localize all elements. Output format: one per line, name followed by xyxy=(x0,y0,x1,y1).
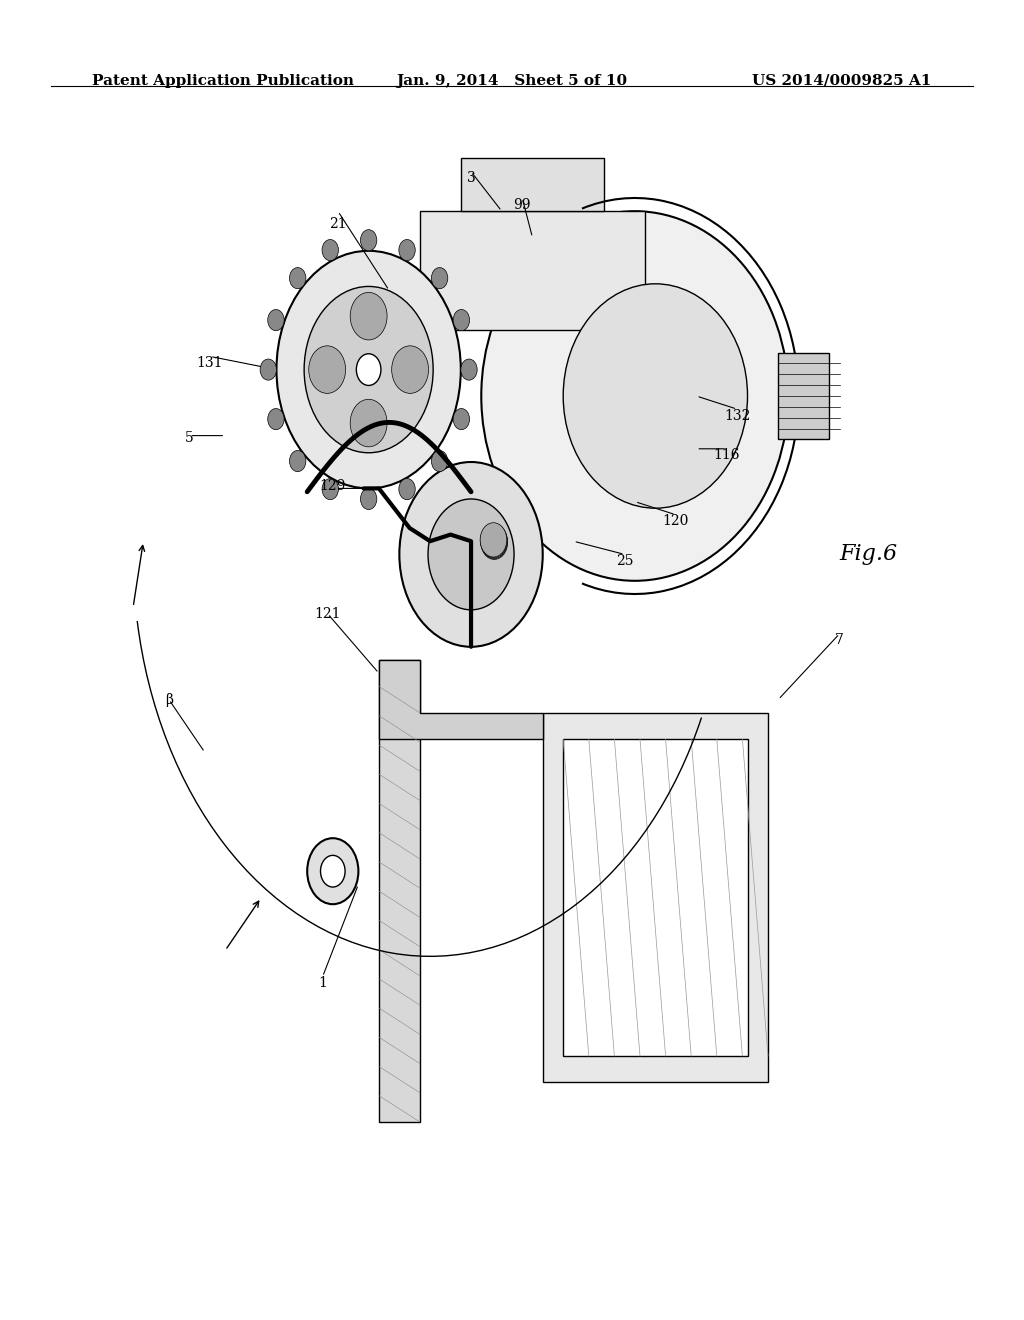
Circle shape xyxy=(399,462,543,647)
Text: 99: 99 xyxy=(513,198,531,211)
Bar xyxy=(461,158,604,211)
Text: US 2014/0009825 A1: US 2014/0009825 A1 xyxy=(753,74,932,88)
Circle shape xyxy=(309,346,346,393)
Circle shape xyxy=(431,268,447,289)
Circle shape xyxy=(322,479,338,500)
Circle shape xyxy=(321,855,345,887)
Circle shape xyxy=(399,239,416,260)
Circle shape xyxy=(290,268,306,289)
Circle shape xyxy=(428,499,514,610)
Circle shape xyxy=(276,251,461,488)
Circle shape xyxy=(454,309,470,330)
Bar xyxy=(379,660,420,1122)
Circle shape xyxy=(480,524,507,558)
Bar xyxy=(420,211,645,330)
Circle shape xyxy=(360,488,377,510)
Circle shape xyxy=(461,359,477,380)
Circle shape xyxy=(454,409,470,430)
Circle shape xyxy=(322,239,338,260)
Text: Jan. 9, 2014   Sheet 5 of 10: Jan. 9, 2014 Sheet 5 of 10 xyxy=(396,74,628,88)
Circle shape xyxy=(304,286,433,453)
Text: 120: 120 xyxy=(663,515,689,528)
Text: 25: 25 xyxy=(615,554,634,568)
Text: 3: 3 xyxy=(467,172,475,185)
Text: 116: 116 xyxy=(714,449,740,462)
Text: Patent Application Publication: Patent Application Publication xyxy=(92,74,354,88)
Circle shape xyxy=(350,400,387,446)
Text: 1: 1 xyxy=(318,977,327,990)
Circle shape xyxy=(307,838,358,904)
Text: 7: 7 xyxy=(836,634,844,647)
Circle shape xyxy=(267,309,284,330)
Text: 131: 131 xyxy=(197,356,223,370)
Text: 21: 21 xyxy=(329,218,347,231)
Circle shape xyxy=(480,523,507,557)
Circle shape xyxy=(360,230,377,251)
Ellipse shape xyxy=(481,211,788,581)
Text: 132: 132 xyxy=(724,409,751,422)
Text: 5: 5 xyxy=(185,432,194,445)
Text: 121: 121 xyxy=(314,607,341,620)
Circle shape xyxy=(480,524,507,558)
Circle shape xyxy=(290,450,306,471)
Circle shape xyxy=(350,293,387,341)
Ellipse shape xyxy=(563,284,748,508)
FancyArrow shape xyxy=(778,354,829,438)
Text: Fig.6: Fig.6 xyxy=(840,544,898,565)
Text: 129: 129 xyxy=(319,479,346,492)
Polygon shape xyxy=(379,660,543,739)
Circle shape xyxy=(356,354,381,385)
Circle shape xyxy=(267,409,284,430)
Text: β: β xyxy=(165,693,173,706)
Circle shape xyxy=(391,346,428,393)
Circle shape xyxy=(431,450,447,471)
Circle shape xyxy=(260,359,276,380)
Bar xyxy=(543,713,768,1082)
Bar xyxy=(563,739,748,1056)
Circle shape xyxy=(481,525,508,560)
Circle shape xyxy=(399,479,416,500)
